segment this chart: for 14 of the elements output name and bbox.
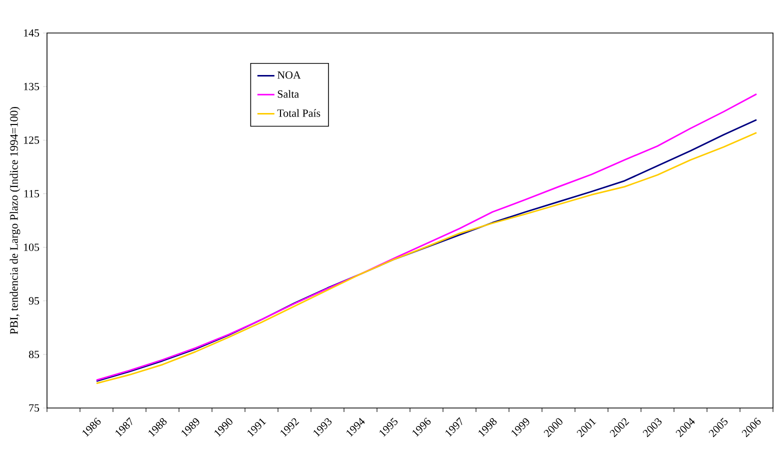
y-tick-label: 105: [24, 244, 40, 251]
x-tick-label: 1991: [248, 418, 266, 437]
y-tick-label: 125: [24, 136, 40, 144]
y-tick-label: 85: [28, 350, 40, 358]
y-tick-label: 135: [24, 82, 40, 90]
x-tick-label: 2001: [576, 418, 596, 438]
y-axis-title: PBI, tendencia de Largo Plazo (Indice 1994=100): [10, 106, 20, 334]
legend-label: Salta: [278, 90, 299, 98]
y-tick-label: 115: [24, 190, 40, 198]
y-tick-label: 75: [29, 404, 40, 412]
y-tick-label: 145: [24, 29, 40, 37]
legend-label: Total País: [277, 109, 320, 117]
legend-label: NOA: [277, 71, 301, 79]
y-tick-label: 95: [28, 297, 40, 305]
